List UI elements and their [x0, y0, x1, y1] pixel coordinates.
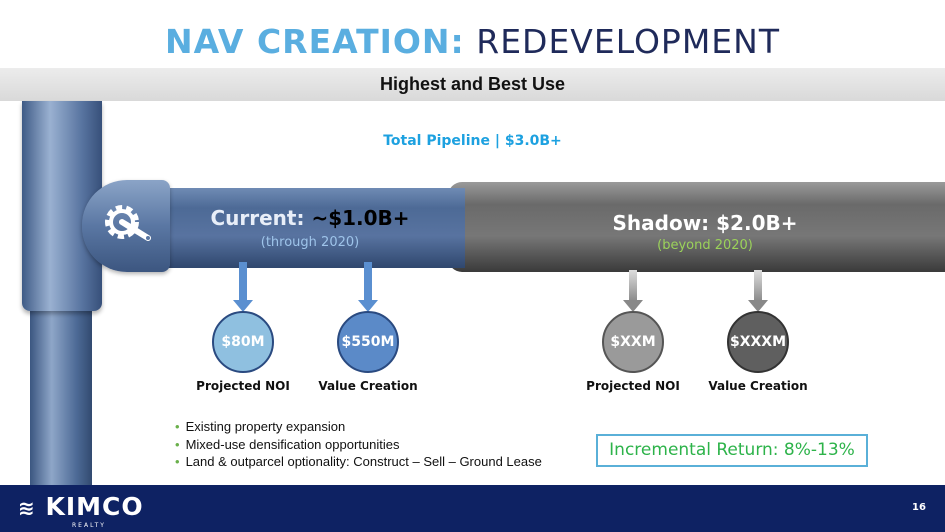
current-noi-label: Projected NOI — [196, 379, 290, 393]
logo-subtext: REALTY — [72, 522, 106, 529]
logo-stripes-icon: ≋ — [18, 496, 36, 520]
gear-wrench-icon — [105, 205, 151, 241]
current-pipe — [165, 188, 465, 268]
total-pipeline: Total Pipeline | $3.0B+ — [383, 133, 562, 149]
pipe-elbow — [82, 180, 170, 272]
bullet-item: • Mixed-use densification opportunities — [175, 437, 400, 452]
current-value-circle: $550M — [337, 311, 399, 373]
shadow-noi-label: Projected NOI — [586, 379, 680, 393]
shadow-pipe — [448, 182, 945, 272]
shadow-heading: Shadow: $2.0B+ — [612, 211, 798, 235]
bullet-item: • Land & outparcel optionality: Construct… — [175, 454, 542, 469]
current-vc-label: Value Creation — [318, 379, 418, 393]
shadow-noi-circle: $XXM — [602, 311, 664, 373]
current-noi-circle: $80M — [212, 311, 274, 373]
arrow-down-icon — [358, 262, 378, 312]
arrow-down-icon — [623, 270, 643, 312]
shadow-period: (beyond 2020) — [657, 238, 753, 253]
arrow-down-icon — [748, 270, 768, 312]
subtitle-band: Highest and Best Use — [0, 68, 945, 101]
bullet-item: • Existing property expansion — [175, 419, 346, 434]
shadow-value-circle: $XXXM — [727, 311, 789, 373]
shadow-vc-label: Value Creation — [708, 379, 808, 393]
page-number: 16 — [912, 502, 926, 513]
current-period: (through 2020) — [260, 235, 360, 250]
incremental-return-box: Incremental Return: 8%-13% — [596, 434, 868, 467]
page-title: NAV CREATION: REDEVELOPMENT — [165, 22, 780, 61]
current-heading: Current: ~$1.0B+ — [210, 206, 410, 230]
footer-bar — [0, 485, 945, 532]
kimco-logo: ≋ KIMCO — [18, 492, 144, 521]
arrow-down-icon — [233, 262, 253, 312]
